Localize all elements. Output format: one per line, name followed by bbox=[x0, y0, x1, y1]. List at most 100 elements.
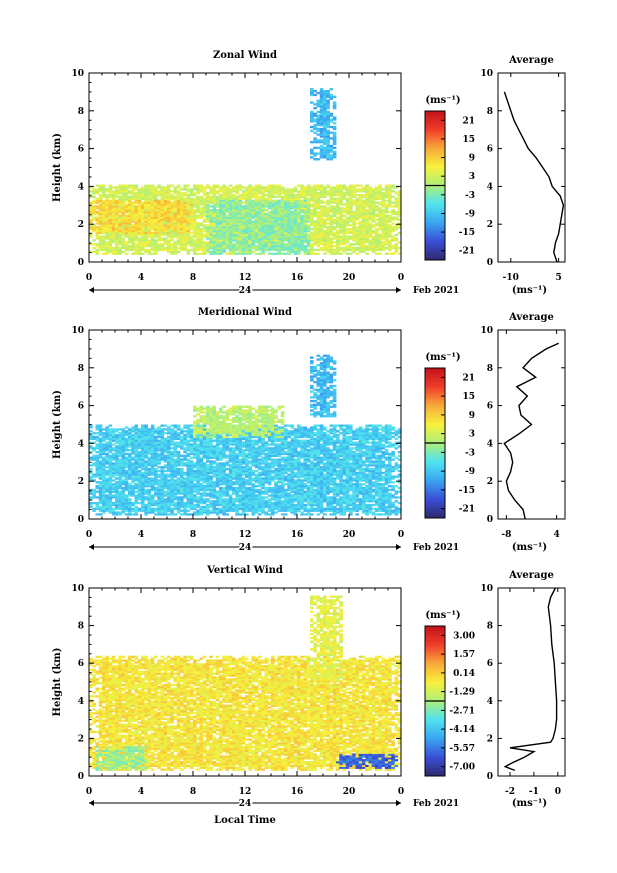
heatmap-cell bbox=[326, 190, 330, 193]
heatmap-cell bbox=[170, 226, 174, 229]
heatmap-cell bbox=[154, 228, 158, 231]
heatmap-cell bbox=[235, 209, 239, 212]
heatmap-cell bbox=[352, 214, 356, 217]
heatmap-cell bbox=[131, 252, 135, 255]
heatmap-cell bbox=[183, 447, 187, 450]
heatmap-cell bbox=[316, 114, 321, 117]
heatmap-cell bbox=[189, 216, 194, 219]
heatmap-cell bbox=[137, 194, 142, 197]
heatmap-cell bbox=[163, 432, 168, 435]
heatmap-cell bbox=[105, 245, 109, 248]
heatmap-cell bbox=[368, 190, 373, 193]
heatmap-cell bbox=[189, 211, 194, 214]
heatmap-cell bbox=[371, 231, 376, 235]
heatmap-cell bbox=[232, 188, 236, 191]
heatmap-cell bbox=[222, 233, 226, 236]
heatmap-cell bbox=[271, 188, 275, 191]
heatmap-cell bbox=[303, 216, 308, 219]
heatmap-cell bbox=[352, 199, 356, 202]
heatmap-cell bbox=[316, 129, 321, 132]
heatmap-cell bbox=[163, 222, 168, 225]
heatmap-cell bbox=[248, 245, 252, 248]
heatmap-cell bbox=[137, 207, 142, 210]
heatmap-cell bbox=[173, 235, 178, 238]
heatmap-cell bbox=[391, 246, 395, 250]
heatmap-cell bbox=[355, 235, 360, 238]
heatmap-cell bbox=[241, 197, 246, 200]
heatmap-cell bbox=[193, 222, 197, 225]
heatmap-cell bbox=[157, 216, 161, 219]
heatmap-cell bbox=[118, 203, 122, 206]
heatmap-cell bbox=[95, 454, 100, 457]
heatmap-cell bbox=[176, 468, 181, 471]
heatmap-cell bbox=[222, 212, 226, 216]
heatmap-cell bbox=[105, 252, 109, 255]
heatmap-cell bbox=[326, 93, 330, 97]
heatmap-cell bbox=[306, 218, 311, 221]
y-tick-label: 10 bbox=[71, 69, 84, 79]
heatmap-cell bbox=[355, 243, 360, 246]
heatmap-cell bbox=[180, 246, 184, 250]
heatmap-cell bbox=[378, 218, 382, 221]
heatmap-cell bbox=[248, 239, 252, 242]
heatmap-cell bbox=[235, 190, 239, 193]
heatmap-cell bbox=[147, 229, 152, 233]
heatmap-cell bbox=[150, 252, 155, 255]
heatmap-cell bbox=[342, 197, 347, 200]
heatmap-cell bbox=[232, 195, 236, 199]
heatmap-cell bbox=[290, 197, 295, 200]
heatmap-cell bbox=[108, 243, 113, 246]
heatmap-cell bbox=[261, 212, 265, 216]
heatmap-cell bbox=[199, 186, 204, 189]
heatmap-cell bbox=[365, 226, 369, 229]
heatmap-cell bbox=[365, 246, 369, 250]
heatmap-cell bbox=[196, 214, 200, 217]
average-y-tick-label: 6 bbox=[487, 145, 493, 155]
heatmap-cell bbox=[180, 513, 184, 516]
heatmap-cell bbox=[154, 197, 158, 200]
heatmap-cell bbox=[111, 197, 116, 200]
heatmap-cell bbox=[141, 220, 145, 223]
heatmap-cell bbox=[332, 222, 337, 225]
heatmap-cell bbox=[293, 250, 298, 253]
heatmap-cell bbox=[238, 233, 243, 236]
heatmap-cell bbox=[170, 239, 174, 242]
heatmap-cell bbox=[134, 199, 139, 202]
heatmap-cell bbox=[131, 212, 135, 216]
heatmap-cell bbox=[176, 207, 181, 210]
heatmap-cell bbox=[310, 231, 314, 235]
heatmap-cell bbox=[128, 248, 132, 252]
heatmap-cell bbox=[362, 235, 366, 238]
heatmap-cell bbox=[313, 235, 317, 238]
heatmap-cell bbox=[92, 199, 96, 202]
heatmap-cell bbox=[271, 211, 275, 214]
heatmap-cell bbox=[319, 101, 324, 104]
heatmap-cell bbox=[371, 207, 376, 210]
heatmap-cell bbox=[384, 207, 389, 210]
heatmap-cell bbox=[160, 190, 165, 193]
heatmap-cell bbox=[167, 231, 171, 235]
heatmap-cell bbox=[345, 239, 350, 242]
heatmap-cell bbox=[225, 188, 230, 191]
heatmap-cell bbox=[134, 222, 139, 225]
heatmap-cell bbox=[248, 252, 252, 255]
heatmap-cell bbox=[339, 186, 343, 189]
heatmap-cell bbox=[180, 468, 184, 471]
heatmap-cell bbox=[352, 231, 356, 235]
heatmap-cell bbox=[209, 209, 213, 212]
heatmap-cell bbox=[323, 108, 327, 112]
heatmap-cell bbox=[98, 194, 103, 197]
heatmap-cell bbox=[251, 216, 256, 219]
heatmap-cell bbox=[189, 199, 194, 202]
heatmap-cell bbox=[232, 201, 236, 204]
heatmap-cell bbox=[303, 245, 308, 248]
heatmap-cell bbox=[183, 246, 187, 250]
heatmap-cell bbox=[199, 199, 204, 202]
heatmap-cell bbox=[89, 233, 93, 236]
average-x-label: (ms⁻¹) bbox=[512, 285, 547, 296]
heatmap-cell bbox=[345, 228, 350, 231]
heatmap-cell bbox=[241, 190, 246, 193]
heatmap-cell bbox=[160, 226, 165, 229]
heatmap-cell bbox=[378, 194, 382, 197]
heatmap-cell bbox=[118, 252, 122, 255]
